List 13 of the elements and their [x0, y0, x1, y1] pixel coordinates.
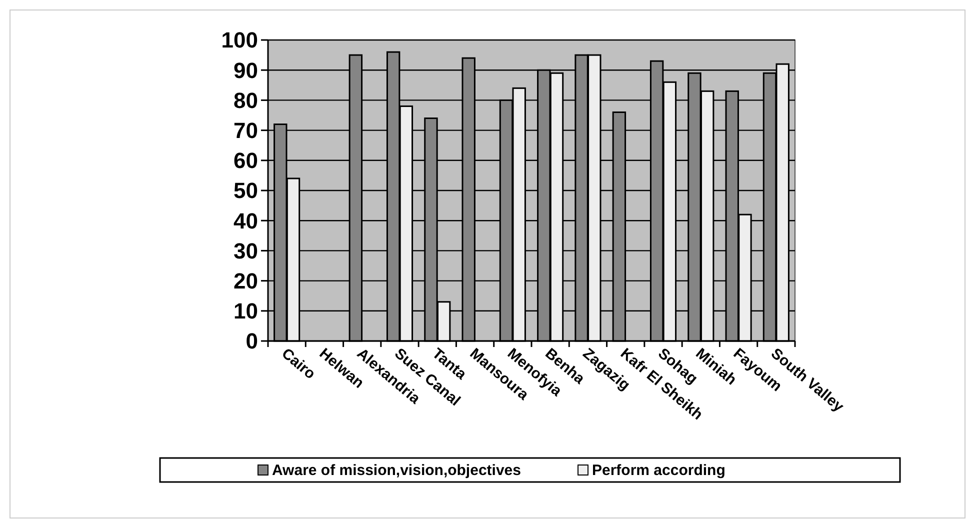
- y-tick-label: 20: [234, 268, 258, 294]
- y-tick-label: 30: [234, 238, 258, 264]
- y-tick-label: 80: [234, 88, 258, 113]
- y-tick-label: 0: [246, 328, 258, 354]
- y-tick-label: 50: [234, 178, 258, 204]
- y-tick-label: 40: [234, 208, 258, 234]
- y-tick-label: 10: [234, 298, 258, 324]
- y-tick-label: 100: [221, 28, 258, 53]
- y-tick-label: 90: [234, 58, 258, 83]
- legend-label: Aware of mission,vision,objectives: [272, 462, 521, 479]
- y-tick-label: 70: [234, 118, 258, 143]
- legend-label: Perform according: [592, 462, 726, 479]
- y-tick-label: 60: [234, 148, 258, 174]
